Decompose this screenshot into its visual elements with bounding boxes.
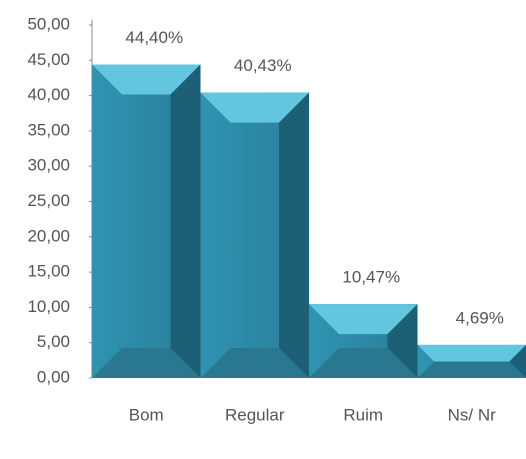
bar-bevel-right (387, 304, 418, 378)
bar-bevel-right (170, 64, 201, 378)
bar-bevel-top (92, 64, 201, 95)
bar-bevel-bottom (92, 348, 201, 378)
y-tick-label: 40,00 (27, 85, 70, 104)
x-tick-label: Ruim (343, 405, 383, 424)
y-tick-label: 25,00 (27, 191, 70, 210)
y-tick-label: 30,00 (27, 156, 70, 175)
x-tick-label: Ns/ Nr (448, 405, 497, 424)
bar-bevel-right (279, 92, 309, 378)
y-tick-label: 50,00 (27, 14, 70, 33)
value-label: 44,40% (125, 28, 183, 47)
y-tick-label: 5,00 (37, 332, 70, 351)
x-tick-label: Regular (225, 405, 285, 424)
bar-bevel-top (200, 92, 309, 123)
x-tick-label: Bom (129, 405, 164, 424)
bar-bevel-top (309, 304, 418, 335)
bar-bevel-bottom (309, 348, 418, 378)
y-tick-label: 45,00 (27, 50, 70, 69)
y-tick-label: 0,00 (37, 367, 70, 386)
bar-bevel-right (509, 344, 526, 378)
value-label: 4,69% (456, 308, 504, 327)
bar-bevel-bottom (417, 361, 526, 378)
value-label: 10,47% (342, 268, 400, 287)
value-label: 40,43% (234, 56, 292, 75)
bar-bevel-top (417, 344, 526, 362)
y-tick-label: 20,00 (27, 226, 70, 245)
bar-bevel-bottom (200, 348, 309, 378)
y-tick-label: 15,00 (27, 262, 70, 281)
y-tick-label: 10,00 (27, 297, 70, 316)
y-tick-label: 35,00 (27, 120, 70, 139)
